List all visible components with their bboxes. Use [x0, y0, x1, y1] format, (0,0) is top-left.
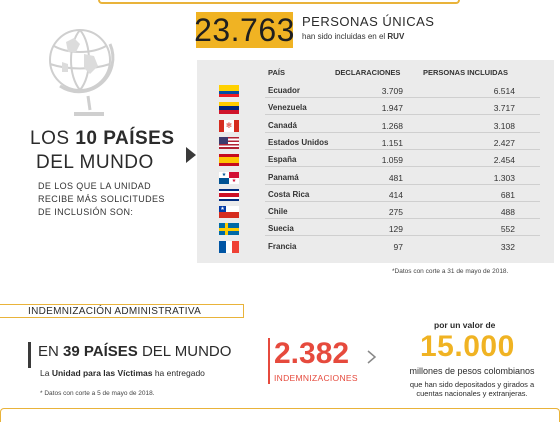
country-name: Estados Unidos	[268, 137, 329, 147]
country-name: Costa Rica	[268, 189, 310, 199]
indemnizaciones-label: INDEMNIZACIONES	[274, 373, 358, 383]
persons-value: 2.454	[493, 155, 515, 166]
declarations-value: 414	[388, 189, 403, 200]
declarations-value: 481	[388, 172, 403, 183]
header-declarations: DECLARACIONES	[335, 68, 401, 77]
por-un-valor: por un valor de	[434, 320, 496, 330]
unidad-line: La Unidad para las Víctimas ha entregado	[40, 368, 205, 378]
left-title-line1: LOS 10 PAÍSES	[30, 128, 175, 149]
amount-value: 15.000	[420, 330, 515, 363]
declarations-value: 3.709	[381, 86, 403, 96]
declarations-value: 1.947	[381, 103, 403, 114]
table-row: Suecia 129 552	[197, 221, 554, 237]
country-name: Panamá	[268, 172, 299, 182]
table-row: España 1.059 2.454	[197, 152, 554, 168]
country-name: España	[268, 155, 297, 165]
flag-costa-rica-icon	[219, 188, 239, 201]
row-divider	[265, 166, 540, 168]
left-title-line2: DEL MUNDO	[36, 152, 154, 173]
deposit-text: que han sido depositados y girados a cuen…	[409, 380, 535, 398]
table-row: Francia 97 332	[197, 239, 554, 254]
flag-chile-icon: ★	[219, 206, 239, 219]
amount-unit: millones de pesos colombianos	[409, 366, 535, 376]
declarations-value: 129	[388, 224, 403, 235]
unique-persons-title: PERSONAS ÚNICAS	[302, 14, 435, 29]
flag-canada-icon: ❄	[219, 119, 239, 132]
declarations-value: 1.151	[381, 137, 403, 148]
row-divider	[265, 183, 540, 185]
table-row: Venezuela 1.947 3.717	[197, 100, 554, 116]
unique-persons-number: 23.763	[194, 11, 295, 48]
persons-value: 6.514	[493, 86, 515, 96]
top-frame	[98, 0, 460, 4]
row-divider	[265, 200, 540, 202]
country-name: Francia	[268, 241, 297, 251]
row-divider	[265, 148, 540, 150]
persons-value: 2.427	[493, 137, 515, 148]
row-divider	[265, 218, 540, 220]
flag-france-icon	[219, 240, 239, 253]
declarations-value: 1.268	[381, 120, 403, 131]
persons-value: 488	[500, 207, 515, 218]
table-row: ★ ★ Panamá 481 1.303	[197, 170, 554, 185]
indemnizacion-frame	[0, 304, 244, 318]
table-row: ❄ Canadá 1.268 3.108	[197, 118, 554, 133]
table-row: Estados Unidos 1.151 2.427	[197, 135, 554, 150]
flag-venezuela-icon	[219, 102, 239, 115]
chevron-right-outline-icon	[367, 350, 377, 364]
declarations-value: 1.059	[381, 155, 403, 166]
country-name: Canadá	[268, 120, 297, 130]
country-name: Ecuador	[268, 86, 301, 95]
row-divider	[265, 97, 540, 98]
countries-count-line: EN 39 PAÍSES DEL MUNDO	[38, 343, 232, 360]
persons-value: 3.108	[493, 120, 515, 131]
red-divider	[268, 338, 270, 384]
flag-sweden-icon	[219, 223, 239, 236]
country-name: Suecia	[268, 224, 294, 234]
unique-persons-subtitle: han sido incluidas en el RUV	[302, 32, 405, 41]
persons-value: 1.303	[493, 172, 515, 183]
countries-table: PAÍS DECLARACIONES PERSONAS INCLUIDAS Ec…	[197, 60, 554, 263]
table-row: Ecuador 3.709 6.514	[197, 83, 554, 98]
flag-spain-icon	[219, 154, 239, 167]
section-divider	[28, 342, 31, 368]
left-description: DE LOS QUE LA UNIDAD RECIBE MÁS SOLICITU…	[38, 181, 165, 217]
flag-panama-icon: ★ ★	[219, 171, 239, 184]
declarations-value: 97	[393, 241, 403, 252]
chevron-right-icon	[186, 147, 196, 163]
table-note: *Datos con corte a 31 de mayo de 2018.	[392, 268, 509, 275]
header-country: PAÍS	[268, 68, 285, 77]
persons-value: 552	[500, 224, 515, 235]
country-name: Venezuela	[268, 103, 307, 113]
row-divider	[265, 114, 540, 116]
persons-value: 3.717	[493, 103, 515, 114]
indemnizacion-title: INDEMNIZACIÓN ADMINISTRATIVA	[28, 306, 202, 317]
flag-ecuador-icon	[219, 85, 239, 97]
country-name: Chile	[268, 207, 288, 217]
persons-value: 681	[500, 189, 515, 200]
header-persons: PERSONAS INCLUIDAS	[423, 68, 509, 77]
indemnizaciones-count: 2.382	[274, 337, 350, 370]
table-row: ★ Chile 275 488	[197, 204, 554, 220]
indemnizacion-note: * Datos con corte a 5 de mayo de 2018.	[40, 390, 155, 397]
table-row: Costa Rica 414 681	[197, 187, 554, 202]
globe-icon	[49, 29, 115, 116]
row-divider	[265, 235, 540, 237]
flag-usa-icon	[219, 136, 239, 149]
row-divider	[265, 131, 540, 133]
persons-value: 332	[500, 241, 515, 252]
declarations-value: 275	[388, 207, 403, 218]
